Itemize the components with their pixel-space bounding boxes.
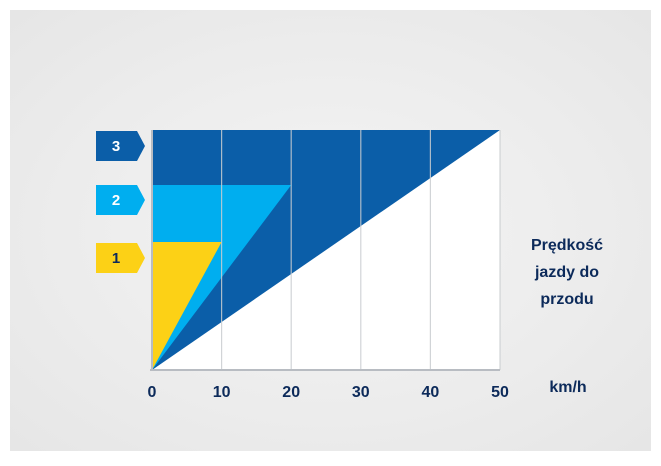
series-badge-label: 3 bbox=[112, 138, 120, 155]
x-tick-label: 50 bbox=[491, 384, 509, 401]
y-axis-label-line: przodu bbox=[540, 291, 593, 308]
x-tick-label: 10 bbox=[213, 384, 231, 401]
series-badge-2: 2 bbox=[96, 185, 145, 215]
y-axis-label: Prędkość jazdy do przodu bbox=[531, 237, 603, 308]
x-tick-label: 40 bbox=[422, 384, 440, 401]
series-badge-shape bbox=[96, 131, 145, 161]
series-badge-label: 2 bbox=[112, 192, 120, 209]
axes bbox=[150, 130, 500, 371]
x-tick-labels: 0 10 20 30 40 50 bbox=[148, 384, 509, 401]
x-tick-label: 20 bbox=[282, 384, 300, 401]
series-badge-1: 1 bbox=[96, 243, 145, 273]
series-badge-shape bbox=[96, 185, 145, 215]
x-tick-label: 30 bbox=[352, 384, 370, 401]
y-axis-label-line: Prędkość bbox=[531, 237, 603, 254]
x-tick-label: 0 bbox=[148, 384, 157, 401]
series-badges: 3 2 1 bbox=[96, 131, 145, 273]
series-badge-label: 1 bbox=[112, 250, 120, 267]
grid-lines bbox=[221, 130, 501, 370]
y-axis-label-line: jazdy do bbox=[534, 264, 599, 281]
series-area-1 bbox=[152, 242, 222, 370]
series-badge-shape bbox=[96, 243, 145, 273]
series-badge-3: 3 bbox=[96, 131, 145, 161]
x-axis-label: km/h bbox=[549, 379, 586, 396]
